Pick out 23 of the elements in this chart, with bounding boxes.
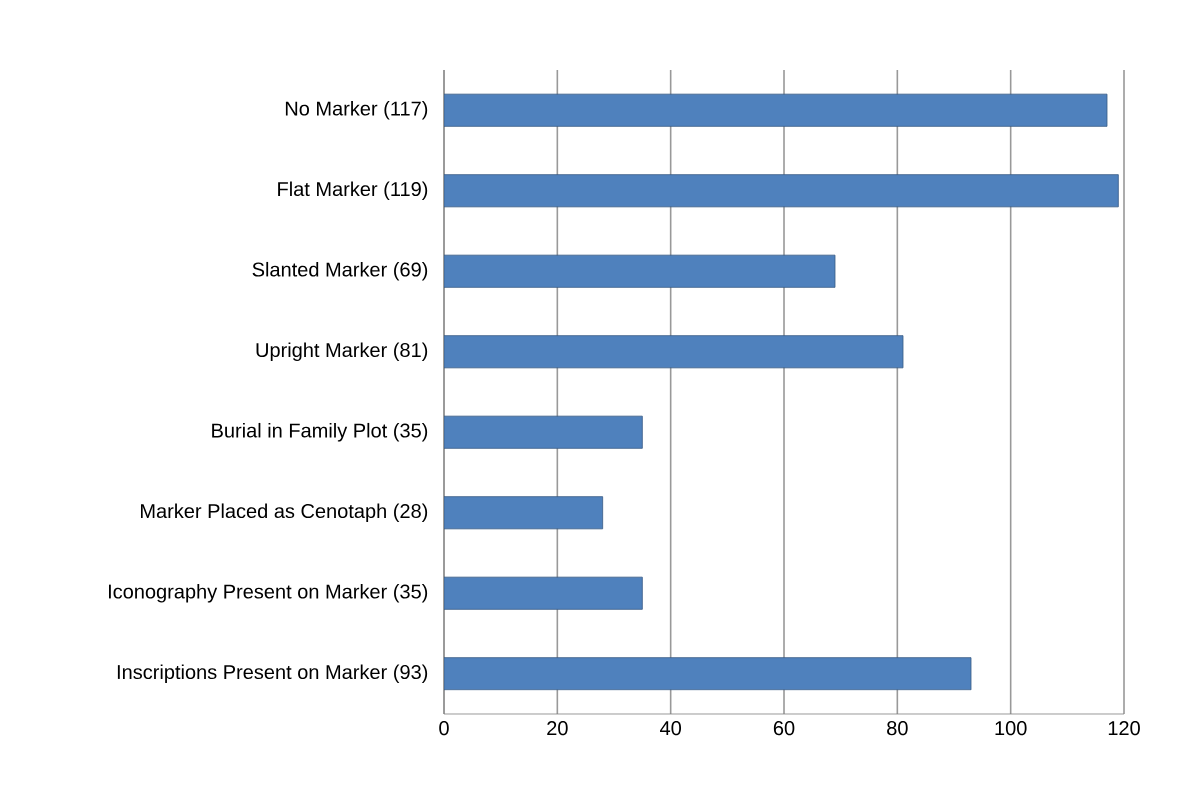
- y-tick-label: Flat Marker (119): [278, 181, 428, 201]
- x-tick-label: 80: [887, 721, 908, 736]
- x-tick-label: 20: [547, 721, 568, 736]
- x-tick-label: 40: [660, 721, 682, 736]
- x-tick-label: 60: [773, 721, 795, 736]
- bar: [444, 93, 1108, 127]
- x-tick-label: 0: [439, 721, 449, 736]
- y-tick-label: Slanted Marker (69): [252, 261, 428, 281]
- bar: [444, 576, 643, 610]
- y-tick-label: No Marker (117): [285, 100, 428, 120]
- x-tick-label: 120: [1108, 721, 1140, 736]
- bar: [444, 174, 1119, 208]
- bar: [444, 335, 904, 369]
- bar: [444, 415, 643, 449]
- y-tick-label: Burial in Family Plot (35): [212, 422, 428, 442]
- bar: [444, 657, 972, 691]
- y-tick-label: Inscriptions Present on Marker (93): [117, 664, 428, 684]
- x-tick-label: 100: [995, 721, 1027, 736]
- y-tick-label: Upright Marker (81): [256, 342, 428, 362]
- y-tick-label: Marker Placed as Cenotaph (28): [141, 503, 428, 523]
- y-tick-label: Iconography Present on Marker (35): [108, 583, 428, 603]
- bar: [444, 496, 604, 530]
- bar: [444, 254, 836, 288]
